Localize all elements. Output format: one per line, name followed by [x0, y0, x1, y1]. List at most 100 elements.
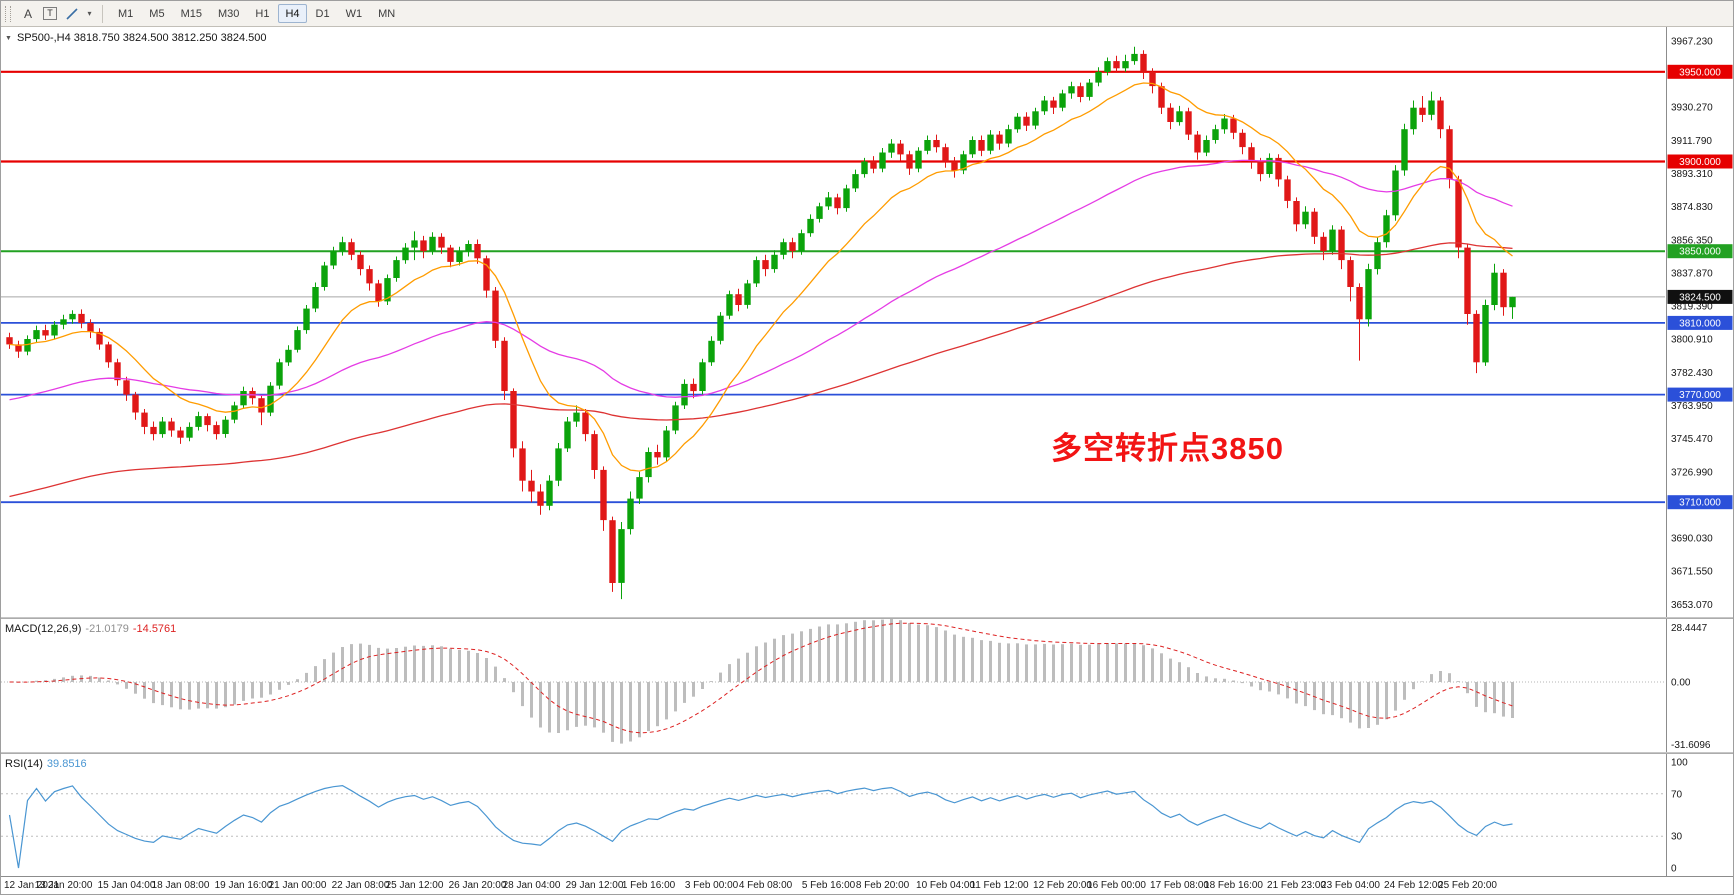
timeframe-button-m15[interactable]: M15 [174, 4, 209, 23]
svg-text:3653.070: 3653.070 [1671, 600, 1713, 611]
svg-text:3710.000: 3710.000 [1679, 498, 1721, 509]
timeframe-button-mn[interactable]: MN [371, 4, 402, 23]
time-label: 28 Jan 04:00 [502, 880, 561, 891]
text-tool-icon: T [43, 7, 57, 20]
price-axis[interactable]: 3967.2303948.7503930.2703911.7903893.310… [1666, 27, 1733, 617]
timeframe-group: M1 M5 M15 M30 H1 H4 D1 W1 MN [110, 4, 403, 24]
timeframe-button-m30[interactable]: M30 [211, 4, 246, 23]
time-label: 29 Jan 12:00 [565, 880, 624, 891]
svg-text:3930.270: 3930.270 [1671, 103, 1713, 114]
svg-text:100: 100 [1671, 758, 1688, 769]
time-label: 23 Feb 04:00 [1321, 880, 1380, 891]
time-label: 12 Jan 2021 [4, 880, 60, 891]
svg-text:3967.230: 3967.230 [1671, 36, 1713, 47]
svg-text:3770.000: 3770.000 [1679, 390, 1721, 401]
timeframe-button-h4[interactable]: H4 [278, 4, 307, 24]
svg-text:-31.6096: -31.6096 [1671, 740, 1711, 751]
rsi-line [8, 784, 1513, 869]
time-label: 4 Feb 08:00 [738, 880, 793, 891]
ma-slow-line [9, 242, 1513, 498]
svg-text:3850.000: 3850.000 [1679, 247, 1721, 258]
time-label: 24 Feb 12:00 [1384, 880, 1443, 891]
svg-text:3911.790: 3911.790 [1671, 136, 1712, 147]
time-label: 25 Feb 20:00 [1438, 880, 1497, 891]
chart-title: ▼ SP500-,H4 3818.750 3824.500 3812.250 3… [5, 32, 267, 44]
time-label: 12 Feb 20:00 [1033, 880, 1092, 891]
macd-signal-value: -14.5761 [132, 623, 177, 635]
svg-text:3856.350: 3856.350 [1671, 235, 1713, 246]
svg-text:3671.550: 3671.550 [1671, 567, 1713, 578]
svg-text:3726.990: 3726.990 [1671, 467, 1713, 478]
pane-separator[interactable] [1, 752, 1733, 754]
timeframe-button-w1[interactable]: W1 [339, 4, 370, 23]
ma-fast-line [9, 82, 1513, 472]
macd-histogram [17, 619, 1514, 744]
svg-text:3893.310: 3893.310 [1671, 169, 1713, 180]
svg-text:3745.470: 3745.470 [1671, 434, 1713, 445]
rsi-name: RSI(14) [5, 758, 43, 770]
macd-label: MACD(12,26,9) -21.0179 -14.5761 [5, 623, 180, 635]
time-label: 16 Feb 00:00 [1087, 880, 1146, 891]
time-label: 10 Feb 04:00 [916, 880, 975, 891]
chart-annotation-text: 多空转折点3850 [1051, 431, 1284, 466]
trendline-icon [66, 7, 78, 20]
time-label: 1 Feb 16:00 [621, 880, 676, 891]
collapse-quotes-icon[interactable]: ▼ [5, 34, 12, 42]
time-label: 15 Jan 04:00 [97, 880, 156, 891]
rsi-label: RSI(14) 39.8516 [5, 758, 91, 770]
svg-text:28.4447: 28.4447 [1671, 623, 1708, 634]
svg-text:0: 0 [1671, 864, 1677, 875]
toolbar-separator [102, 4, 103, 23]
price-chart-canvas[interactable]: 3967.2303948.7503930.2703911.7903893.310… [1, 27, 1733, 617]
svg-text:3819.390: 3819.390 [1671, 302, 1713, 313]
svg-text:3800.910: 3800.910 [1671, 335, 1713, 346]
time-label: 3 Feb 00:00 [684, 880, 739, 891]
time-label: 8 Feb 20:00 [855, 880, 910, 891]
pane-separator[interactable] [1, 617, 1733, 619]
svg-text:0.00: 0.00 [1671, 677, 1691, 688]
svg-text:30: 30 [1671, 832, 1683, 843]
ma-mid-line [9, 159, 1513, 401]
time-label: 13 Jan 20:00 [34, 880, 93, 891]
rsi-canvas[interactable]: 100 70 30 0 [1, 754, 1733, 876]
moving-average-lines [9, 82, 1513, 498]
rsi-indicator-pane[interactable]: 100 70 30 0 RSI(14) 39.8516 [1, 754, 1733, 876]
svg-text:3824.500: 3824.500 [1679, 292, 1721, 303]
macd-canvas[interactable]: 28.4447 0.00 -31.6096 [1, 619, 1733, 752]
macd-signal-line [9, 622, 1513, 734]
svg-text:3900.000: 3900.000 [1679, 157, 1721, 168]
svg-text:3690.030: 3690.030 [1671, 534, 1713, 545]
tools-dropdown-button[interactable]: ▾ [84, 4, 95, 24]
timeframe-button-h1[interactable]: H1 [248, 4, 276, 23]
time-label: 21 Jan 00:00 [268, 880, 327, 891]
time-label: 19 Jan 16:00 [214, 880, 273, 891]
macd-main-value: -21.0179 [85, 623, 129, 635]
time-label: 18 Jan 08:00 [151, 880, 210, 891]
cursor-style-tool-button[interactable]: A [18, 4, 38, 24]
toolbar: A T ▾ M1 M5 M15 M30 H1 H4 D1 W1 MN [1, 1, 1733, 27]
candlestick-series [6, 46, 1516, 600]
macd-name: MACD(12,26,9) [5, 623, 82, 635]
timeframe-button-m1[interactable]: M1 [111, 4, 140, 23]
time-label: 5 Feb 16:00 [801, 880, 856, 891]
svg-text:3837.870: 3837.870 [1671, 268, 1713, 279]
svg-text:70: 70 [1671, 789, 1683, 800]
time-label: 21 Feb 23:00 [1267, 880, 1326, 891]
trendline-tool-button[interactable] [62, 4, 82, 24]
text-label-tool-button[interactable]: T [40, 4, 60, 24]
price-chart-pane[interactable]: 3967.2303948.7503930.2703911.7903893.310… [1, 27, 1733, 617]
symbol-ohlc-title: SP500-,H4 3818.750 3824.500 3812.250 382… [16, 32, 267, 44]
time-label: 17 Feb 08:00 [1150, 880, 1209, 891]
chart-workspace: 3967.2303948.7503930.2703911.7903893.310… [1, 27, 1733, 894]
svg-text:3810.000: 3810.000 [1679, 318, 1721, 329]
time-axis[interactable]: 12 Jan 2021 13 Jan 20:00 15 Jan 04:00 18 Ja… [1, 876, 1733, 894]
timeframe-button-m5[interactable]: M5 [142, 4, 171, 23]
svg-text:3950.000: 3950.000 [1679, 67, 1721, 78]
time-label: 18 Feb 16:00 [1204, 880, 1263, 891]
timeframe-button-d1[interactable]: D1 [309, 4, 337, 23]
rsi-value: 39.8516 [46, 758, 87, 770]
toolbar-grip[interactable] [5, 5, 11, 22]
time-label: 11 Feb 12:00 [970, 880, 1029, 891]
macd-indicator-pane[interactable]: 28.4447 0.00 -31.6096 MACD(12,26,9) -21.017… [1, 619, 1733, 752]
